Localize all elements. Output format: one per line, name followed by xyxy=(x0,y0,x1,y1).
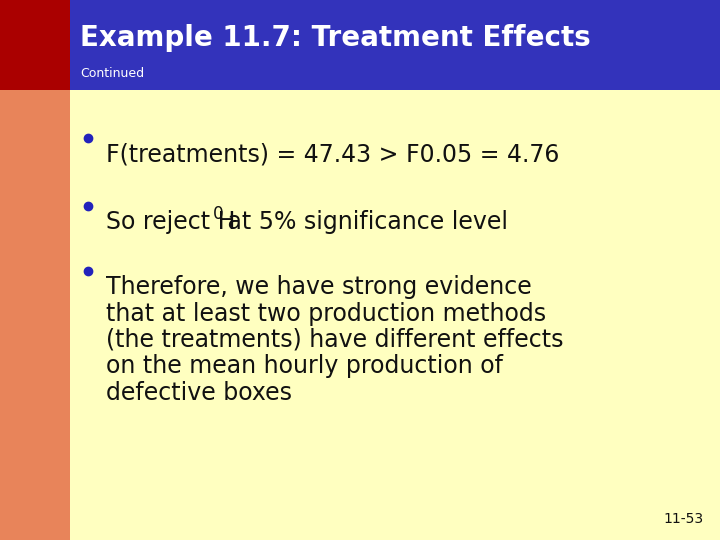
Text: that at least two production methods: that at least two production methods xyxy=(106,301,546,326)
Text: Therefore, we have strong evidence: Therefore, we have strong evidence xyxy=(106,275,531,299)
Text: (the treatments) have different effects: (the treatments) have different effects xyxy=(106,328,563,352)
Text: Example 11.7: Treatment Effects: Example 11.7: Treatment Effects xyxy=(80,24,590,52)
Text: 0: 0 xyxy=(212,205,223,223)
Text: 11-53: 11-53 xyxy=(664,512,704,526)
Text: Continued: Continued xyxy=(80,68,144,80)
Bar xyxy=(0,90,70,540)
Text: F(treatments) = 47.43 > F0.05 = 4.76: F(treatments) = 47.43 > F0.05 = 4.76 xyxy=(106,142,559,166)
Bar xyxy=(70,0,720,90)
Text: at 5% significance level: at 5% significance level xyxy=(220,210,508,234)
Text: on the mean hourly production of: on the mean hourly production of xyxy=(106,354,503,378)
Text: So reject H: So reject H xyxy=(106,210,235,234)
Text: defective boxes: defective boxes xyxy=(106,381,292,404)
Bar xyxy=(0,0,70,90)
